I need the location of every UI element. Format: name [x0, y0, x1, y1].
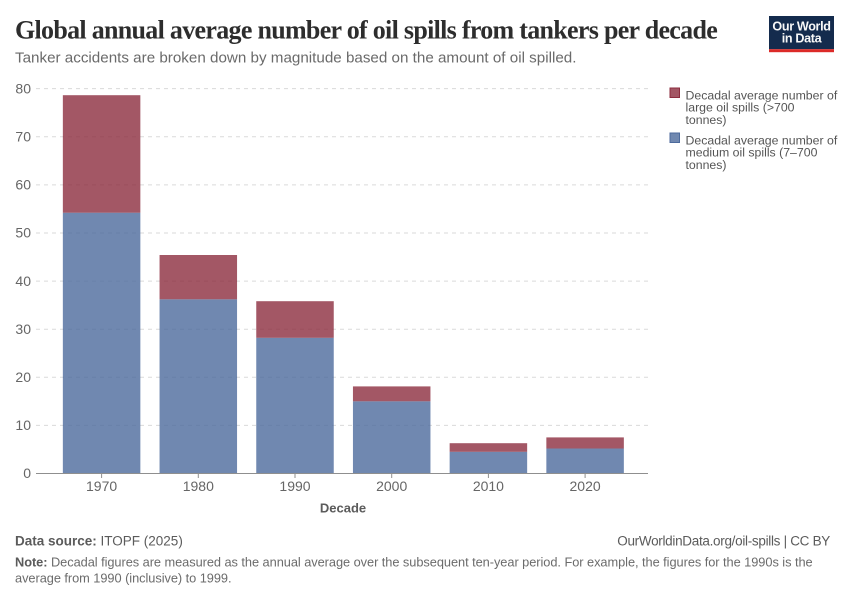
svg-text:medium oil spills (7–700: medium oil spills (7–700 — [686, 146, 818, 160]
svg-text:30: 30 — [15, 321, 31, 337]
svg-text:in Data: in Data — [782, 32, 823, 46]
svg-text:1990: 1990 — [279, 478, 310, 494]
svg-text:Note: Decadal figures are meas: Note: Decadal figures are measured as th… — [15, 555, 813, 570]
svg-text:60: 60 — [15, 177, 31, 193]
svg-text:Global annual average number o: Global annual average number of oil spil… — [15, 16, 717, 45]
svg-text:20: 20 — [15, 369, 31, 385]
svg-text:50: 50 — [15, 225, 31, 241]
svg-text:Decadal average number of: Decadal average number of — [686, 133, 838, 147]
svg-text:Decadal average number of: Decadal average number of — [686, 88, 838, 102]
svg-text:80: 80 — [15, 80, 31, 96]
svg-text:2010: 2010 — [473, 478, 504, 494]
svg-text:1970: 1970 — [86, 478, 117, 494]
svg-text:Data source: ITOPF (2025): Data source: ITOPF (2025) — [15, 534, 183, 549]
svg-text:2020: 2020 — [570, 478, 601, 494]
svg-text:2000: 2000 — [376, 478, 407, 494]
svg-text:Decade: Decade — [320, 501, 366, 516]
svg-text:40: 40 — [15, 273, 31, 289]
svg-text:70: 70 — [15, 129, 31, 145]
svg-text:tonnes): tonnes) — [686, 113, 727, 127]
svg-text:tonnes): tonnes) — [686, 158, 727, 172]
svg-text:average from 1990 (inclusive): average from 1990 (inclusive) to 1999. — [15, 570, 231, 585]
svg-text:0: 0 — [23, 465, 31, 481]
svg-text:1980: 1980 — [183, 478, 214, 494]
svg-text:large oil spills (>700: large oil spills (>700 — [686, 101, 795, 115]
svg-text:Tanker accidents are broken do: Tanker accidents are broken down by magn… — [15, 50, 576, 67]
svg-text:10: 10 — [15, 417, 31, 433]
svg-text:Our World: Our World — [772, 20, 830, 34]
svg-text:OurWorldinData.org/oil-spills: OurWorldinData.org/oil-spills | CC BY — [617, 534, 830, 549]
